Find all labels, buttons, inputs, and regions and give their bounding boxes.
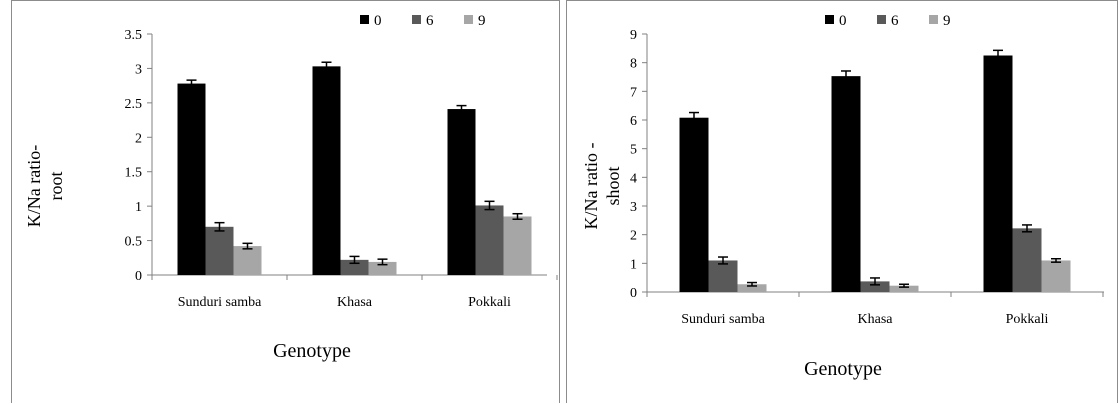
root-category-label: Pokkali	[468, 295, 511, 310]
shoot-legend-swatch	[929, 15, 938, 24]
shoot-x-axis-title: Genotype	[804, 358, 882, 380]
shoot-y-tick-label: 4	[630, 171, 637, 186]
shoot-y-axis-title: K/Na ratio - shoot	[581, 143, 623, 230]
root-y-tick-label: 2	[135, 131, 142, 146]
shoot-bar	[679, 117, 709, 292]
root-y-tick-label: 3.5	[125, 28, 143, 43]
root-legend-label: 0	[374, 13, 382, 29]
root-bar	[205, 226, 234, 275]
root-y-tick-label: 1	[135, 200, 142, 215]
root-y-axis-title: K/Na ratio-root	[24, 145, 66, 227]
shoot-y-tick-label: 1	[630, 257, 637, 272]
shoot-y-tick-label: 7	[630, 85, 637, 100]
root-bar	[312, 66, 341, 275]
shoot-bar	[1012, 228, 1042, 292]
shoot-y-tick-label: 5	[630, 143, 637, 158]
root-bar	[503, 216, 532, 275]
shoot-legend-label: 6	[891, 13, 899, 29]
root-category-label: Sunduri samba	[178, 295, 262, 310]
shoot-y-tick-label: 2	[630, 229, 637, 244]
shoot-bar	[983, 55, 1013, 292]
shoot-category-label: Pokkali	[1006, 312, 1049, 327]
root-y-axis-title-line: root	[46, 172, 66, 201]
shoot-category-label: Sunduri samba	[681, 312, 765, 327]
chart-panel-shoot: 0 1 2 3 4 5 6 7 8 9 Sunduri samba Khasa Pokkali Genot…	[566, 0, 1118, 403]
shoot-y-tick-label: 8	[630, 57, 637, 72]
shoot-y-tick-label: 6	[630, 114, 637, 129]
root-bar	[447, 109, 476, 275]
shoot-bar	[1041, 260, 1071, 292]
root-y-tick-label: 3	[135, 62, 142, 77]
shoot-y-tick-label: 0	[630, 286, 637, 301]
shoot-y-tick-label: 9	[630, 28, 637, 43]
root-category-label: Khasa	[337, 295, 373, 310]
shoot-bar	[708, 260, 738, 292]
root-bar	[368, 261, 397, 275]
root-y-tick-label: 2.5	[125, 97, 143, 112]
root-bar	[177, 83, 206, 275]
shoot-legend-label: 9	[943, 13, 951, 29]
shoot-y-axis-title-line: K/Na ratio -	[581, 143, 601, 230]
root-legend-swatch	[360, 15, 369, 24]
root-y-tick-label: 0.5	[125, 235, 143, 250]
root-y-tick-label: 1.5	[125, 166, 143, 181]
root-x-axis-title: Genotype	[273, 340, 351, 362]
root-bar	[340, 259, 369, 275]
chart-panel-root: 0 0.5 1 1.5 2 2.5 3 3.5 Sunduri samba Khasa Pokkal…	[11, 0, 560, 403]
root-legend-swatch	[412, 15, 421, 24]
root-legend-label: 9	[478, 13, 486, 29]
shoot-bar	[860, 281, 890, 292]
root-legend-label: 6	[426, 13, 434, 29]
shoot-bar	[889, 285, 919, 292]
chart-shoot-svg: 0 1 2 3 4 5 6 7 8 9 Sunduri samba Khasa Pokkali Genot…	[581, 13, 1104, 380]
shoot-legend-swatch	[877, 15, 886, 24]
root-legend-swatch	[464, 15, 473, 24]
root-bar	[475, 205, 504, 275]
root-y-tick-label: 0	[135, 269, 142, 284]
shoot-bar	[737, 284, 767, 292]
shoot-y-tick-label: 3	[630, 200, 637, 215]
shoot-category-label: Khasa	[858, 312, 894, 327]
root-bar	[233, 246, 262, 275]
shoot-bar	[831, 76, 861, 292]
shoot-y-axis-title-line: shoot	[603, 166, 623, 205]
chart-root-svg: 0 0.5 1 1.5 2 2.5 3 3.5 Sunduri samba Khasa Pokkal…	[24, 13, 558, 362]
shoot-legend-swatch	[825, 15, 834, 24]
shoot-legend-label: 0	[839, 13, 847, 29]
root-y-axis-title-line: K/Na ratio-	[24, 145, 44, 227]
